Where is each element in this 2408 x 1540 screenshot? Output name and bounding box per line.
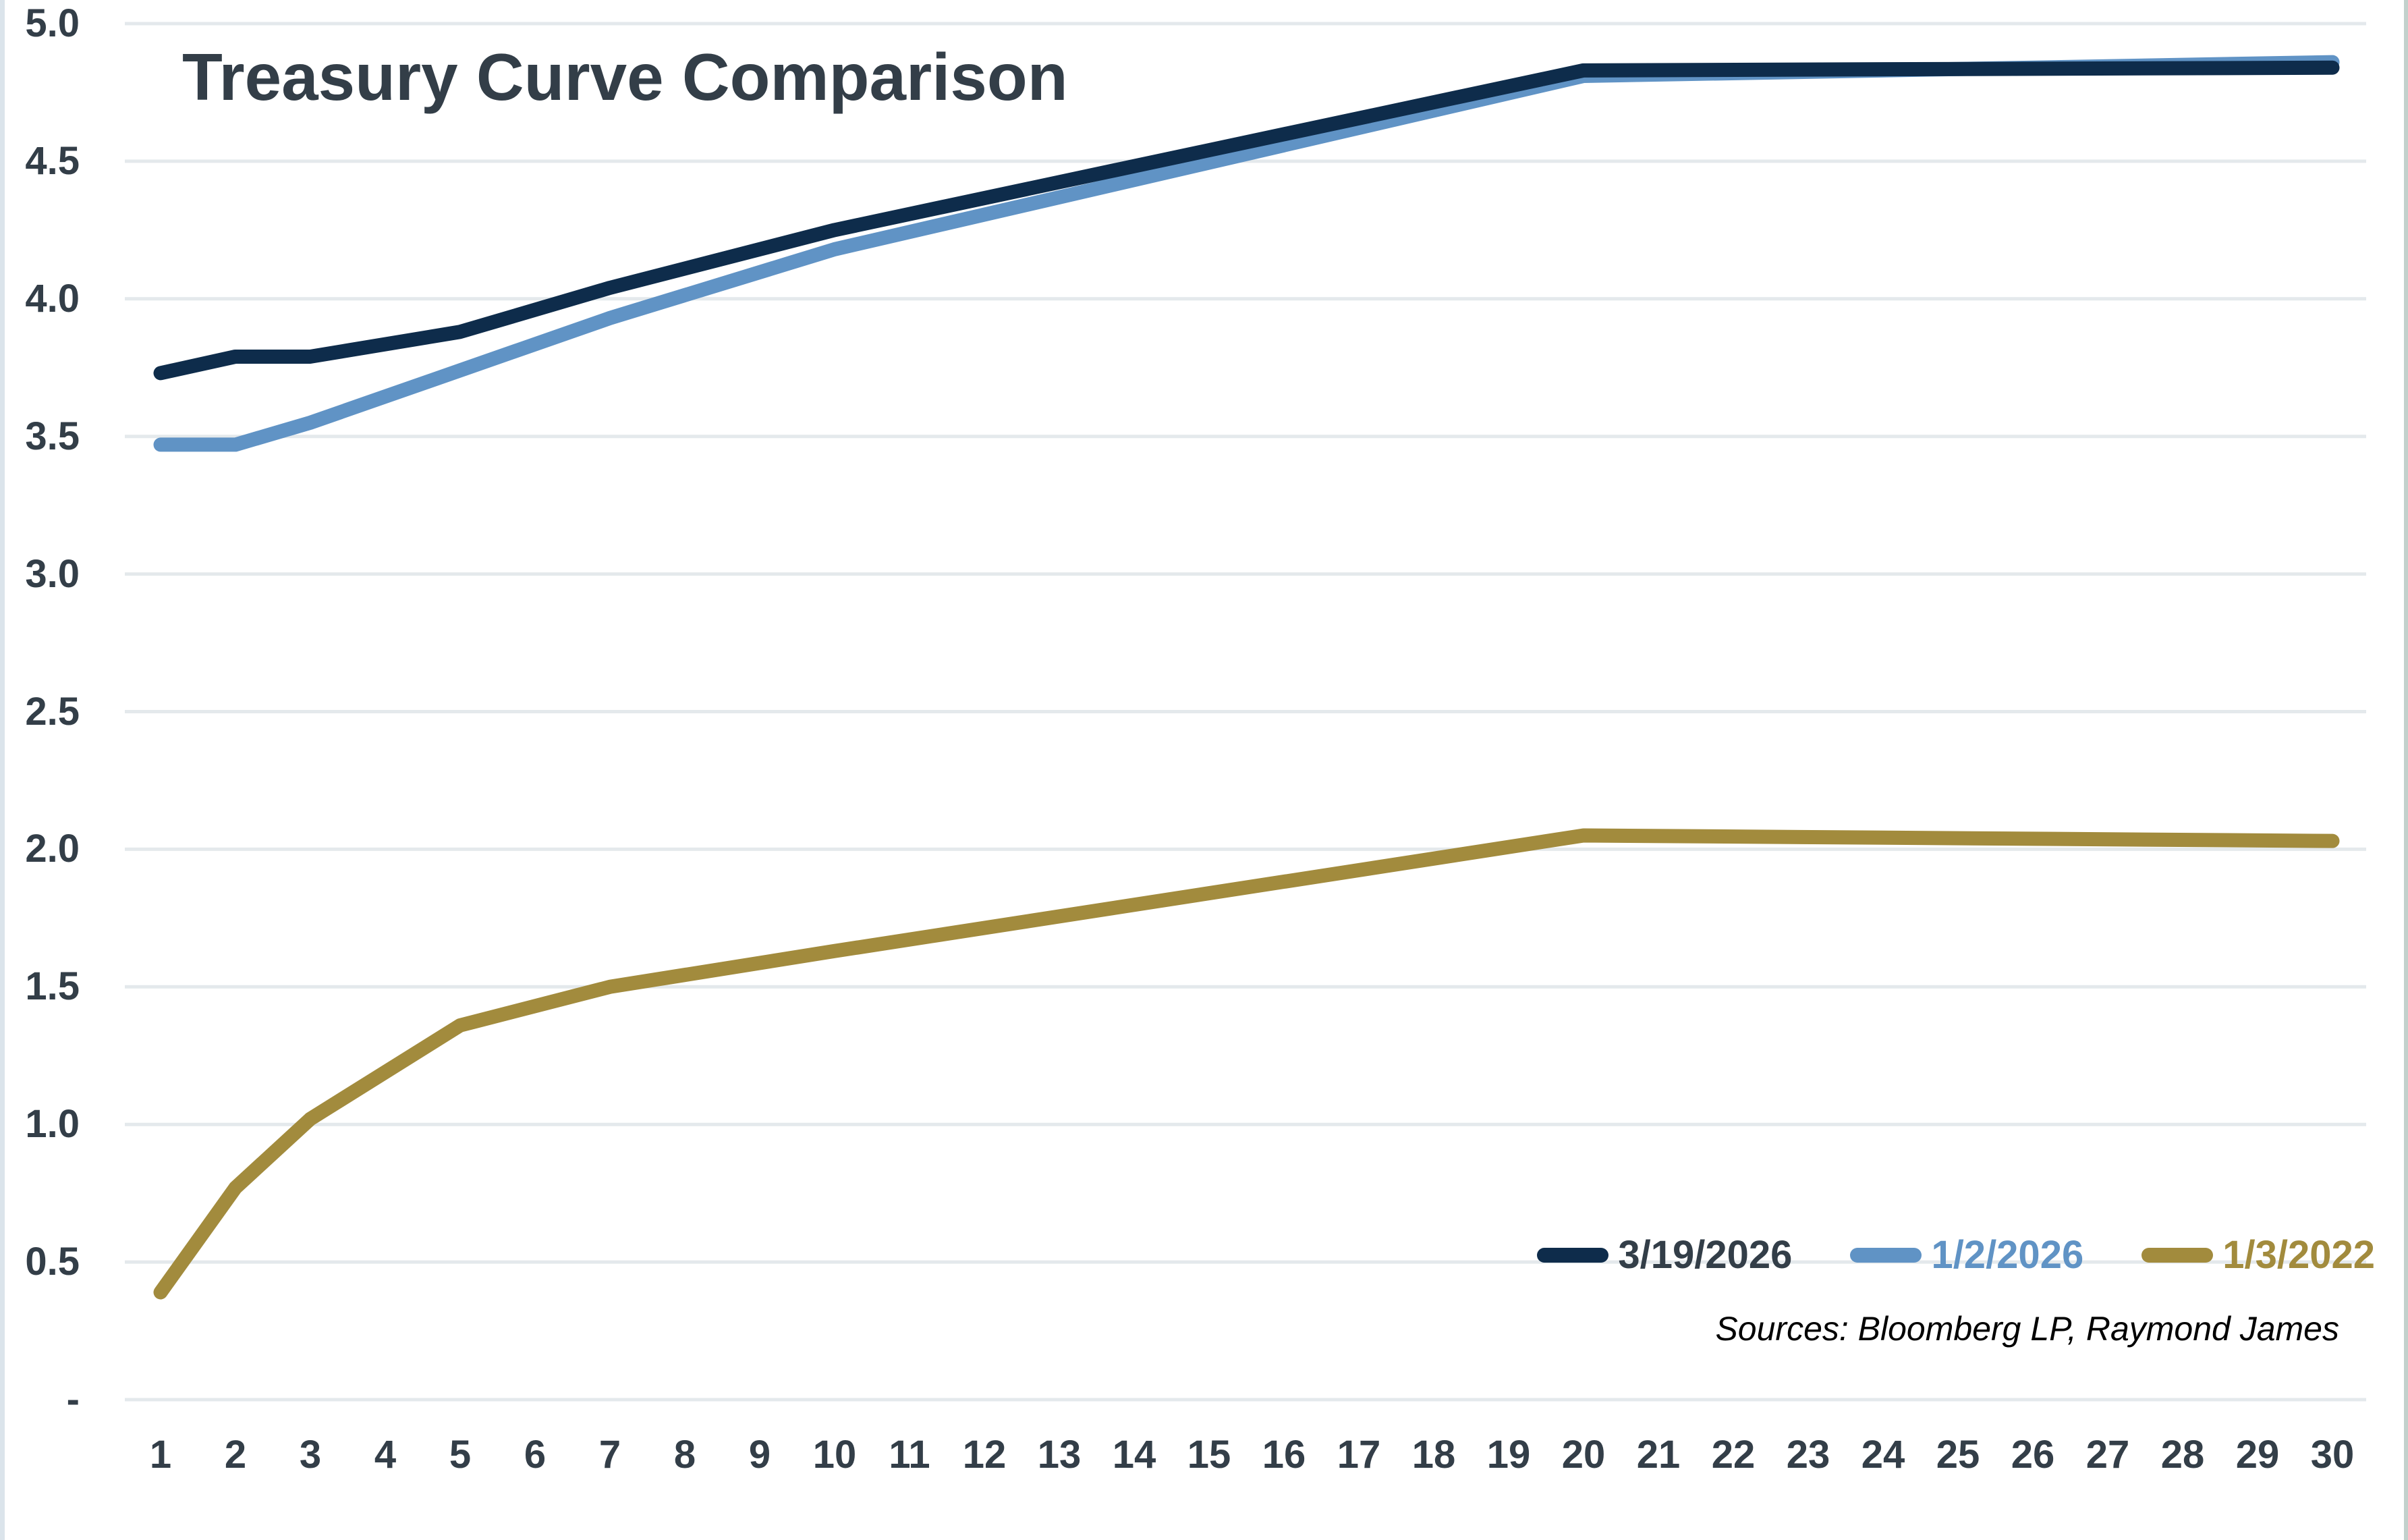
x-tick-label-11: 11	[889, 1433, 930, 1477]
x-tick-label-12: 12	[962, 1433, 1007, 1477]
x-tick-label-10: 10	[812, 1433, 857, 1477]
x-tick-label-3: 3	[299, 1433, 322, 1477]
right-border	[2404, 0, 2408, 1540]
x-tick-label-18: 18	[1411, 1433, 1456, 1477]
x-tick-label-2: 2	[224, 1433, 247, 1477]
x-tick-label-16: 16	[1262, 1433, 1306, 1477]
legend-swatch-gold	[2141, 1247, 2214, 1263]
y-tick-label-4.5: 4.5	[25, 138, 80, 183]
legend-item-2: 1/3/2022	[2141, 1232, 2375, 1277]
x-tick-label-5: 5	[449, 1433, 472, 1477]
y-tick-label-2.0: 2.0	[25, 827, 80, 871]
x-tick-label-17: 17	[1337, 1433, 1381, 1477]
sources-note: Sources: Bloomberg LP, Raymond James	[1715, 1310, 2339, 1348]
x-tick-label-22: 22	[1711, 1433, 1756, 1477]
legend-item-0: 3/19/2026	[1537, 1232, 1792, 1277]
y-tick-label-4.0: 4.0	[25, 276, 80, 321]
x-tick-label-21: 21	[1636, 1433, 1681, 1477]
left-border	[0, 0, 5, 1540]
x-tick-label-28: 28	[2160, 1433, 2205, 1477]
x-tick-label-14: 14	[1112, 1433, 1156, 1477]
x-tick-label-30: 30	[2310, 1433, 2355, 1477]
legend-label: 3/19/2026	[1618, 1233, 1793, 1277]
y-tick-label-2.5: 2.5	[25, 689, 80, 734]
legend-item-1: 1/2/2026	[1850, 1232, 2083, 1277]
x-tick-label-1: 1	[149, 1433, 172, 1477]
x-tick-label-7: 7	[598, 1433, 621, 1477]
legend-swatch-blue	[1850, 1247, 1922, 1263]
y-tick-label-1.0: 1.0	[25, 1102, 80, 1147]
x-tick-label-24: 24	[1861, 1433, 1905, 1477]
y-tick-label-3.0: 3.0	[25, 551, 80, 596]
x-tick-label-25: 25	[1936, 1433, 1980, 1477]
y-tick-label-3.5: 3.5	[25, 414, 80, 458]
x-tick-label-27: 27	[2085, 1433, 2130, 1477]
x-tick-label-23: 23	[1786, 1433, 1830, 1477]
series-line-1	[153, 55, 2340, 452]
x-tick-label-13: 13	[1037, 1433, 1082, 1477]
x-tick-label-20: 20	[1561, 1433, 1606, 1477]
x-tick-label-29: 29	[2235, 1433, 2280, 1477]
page-title: Treasury Curve Comparison	[182, 40, 1068, 114]
legend-label: 1/3/2022	[2222, 1233, 2375, 1277]
x-tick-label-4: 4	[374, 1433, 397, 1477]
series-line-0	[153, 60, 2340, 381]
y-tick-label-1.5: 1.5	[25, 964, 80, 1009]
legend: 3/19/2026 1/2/2026 1/3/2022	[1537, 1232, 2375, 1277]
x-tick-label-8: 8	[673, 1433, 696, 1477]
x-tick-label-26: 26	[2011, 1433, 2055, 1477]
x-tick-label-9: 9	[748, 1433, 771, 1477]
x-tick-label-6: 6	[524, 1433, 547, 1477]
y-tick-label-5.0: 5.0	[25, 1, 80, 45]
legend-label: 1/2/2026	[1931, 1233, 2084, 1277]
y-tick-label--: -	[66, 1377, 80, 1421]
series-line-2	[153, 828, 2340, 1300]
legend-swatch-navy	[1537, 1247, 1609, 1263]
y-tick-label-0.5: 0.5	[25, 1240, 80, 1284]
x-tick-label-19: 19	[1486, 1433, 1531, 1477]
x-tick-label-15: 15	[1187, 1433, 1231, 1477]
